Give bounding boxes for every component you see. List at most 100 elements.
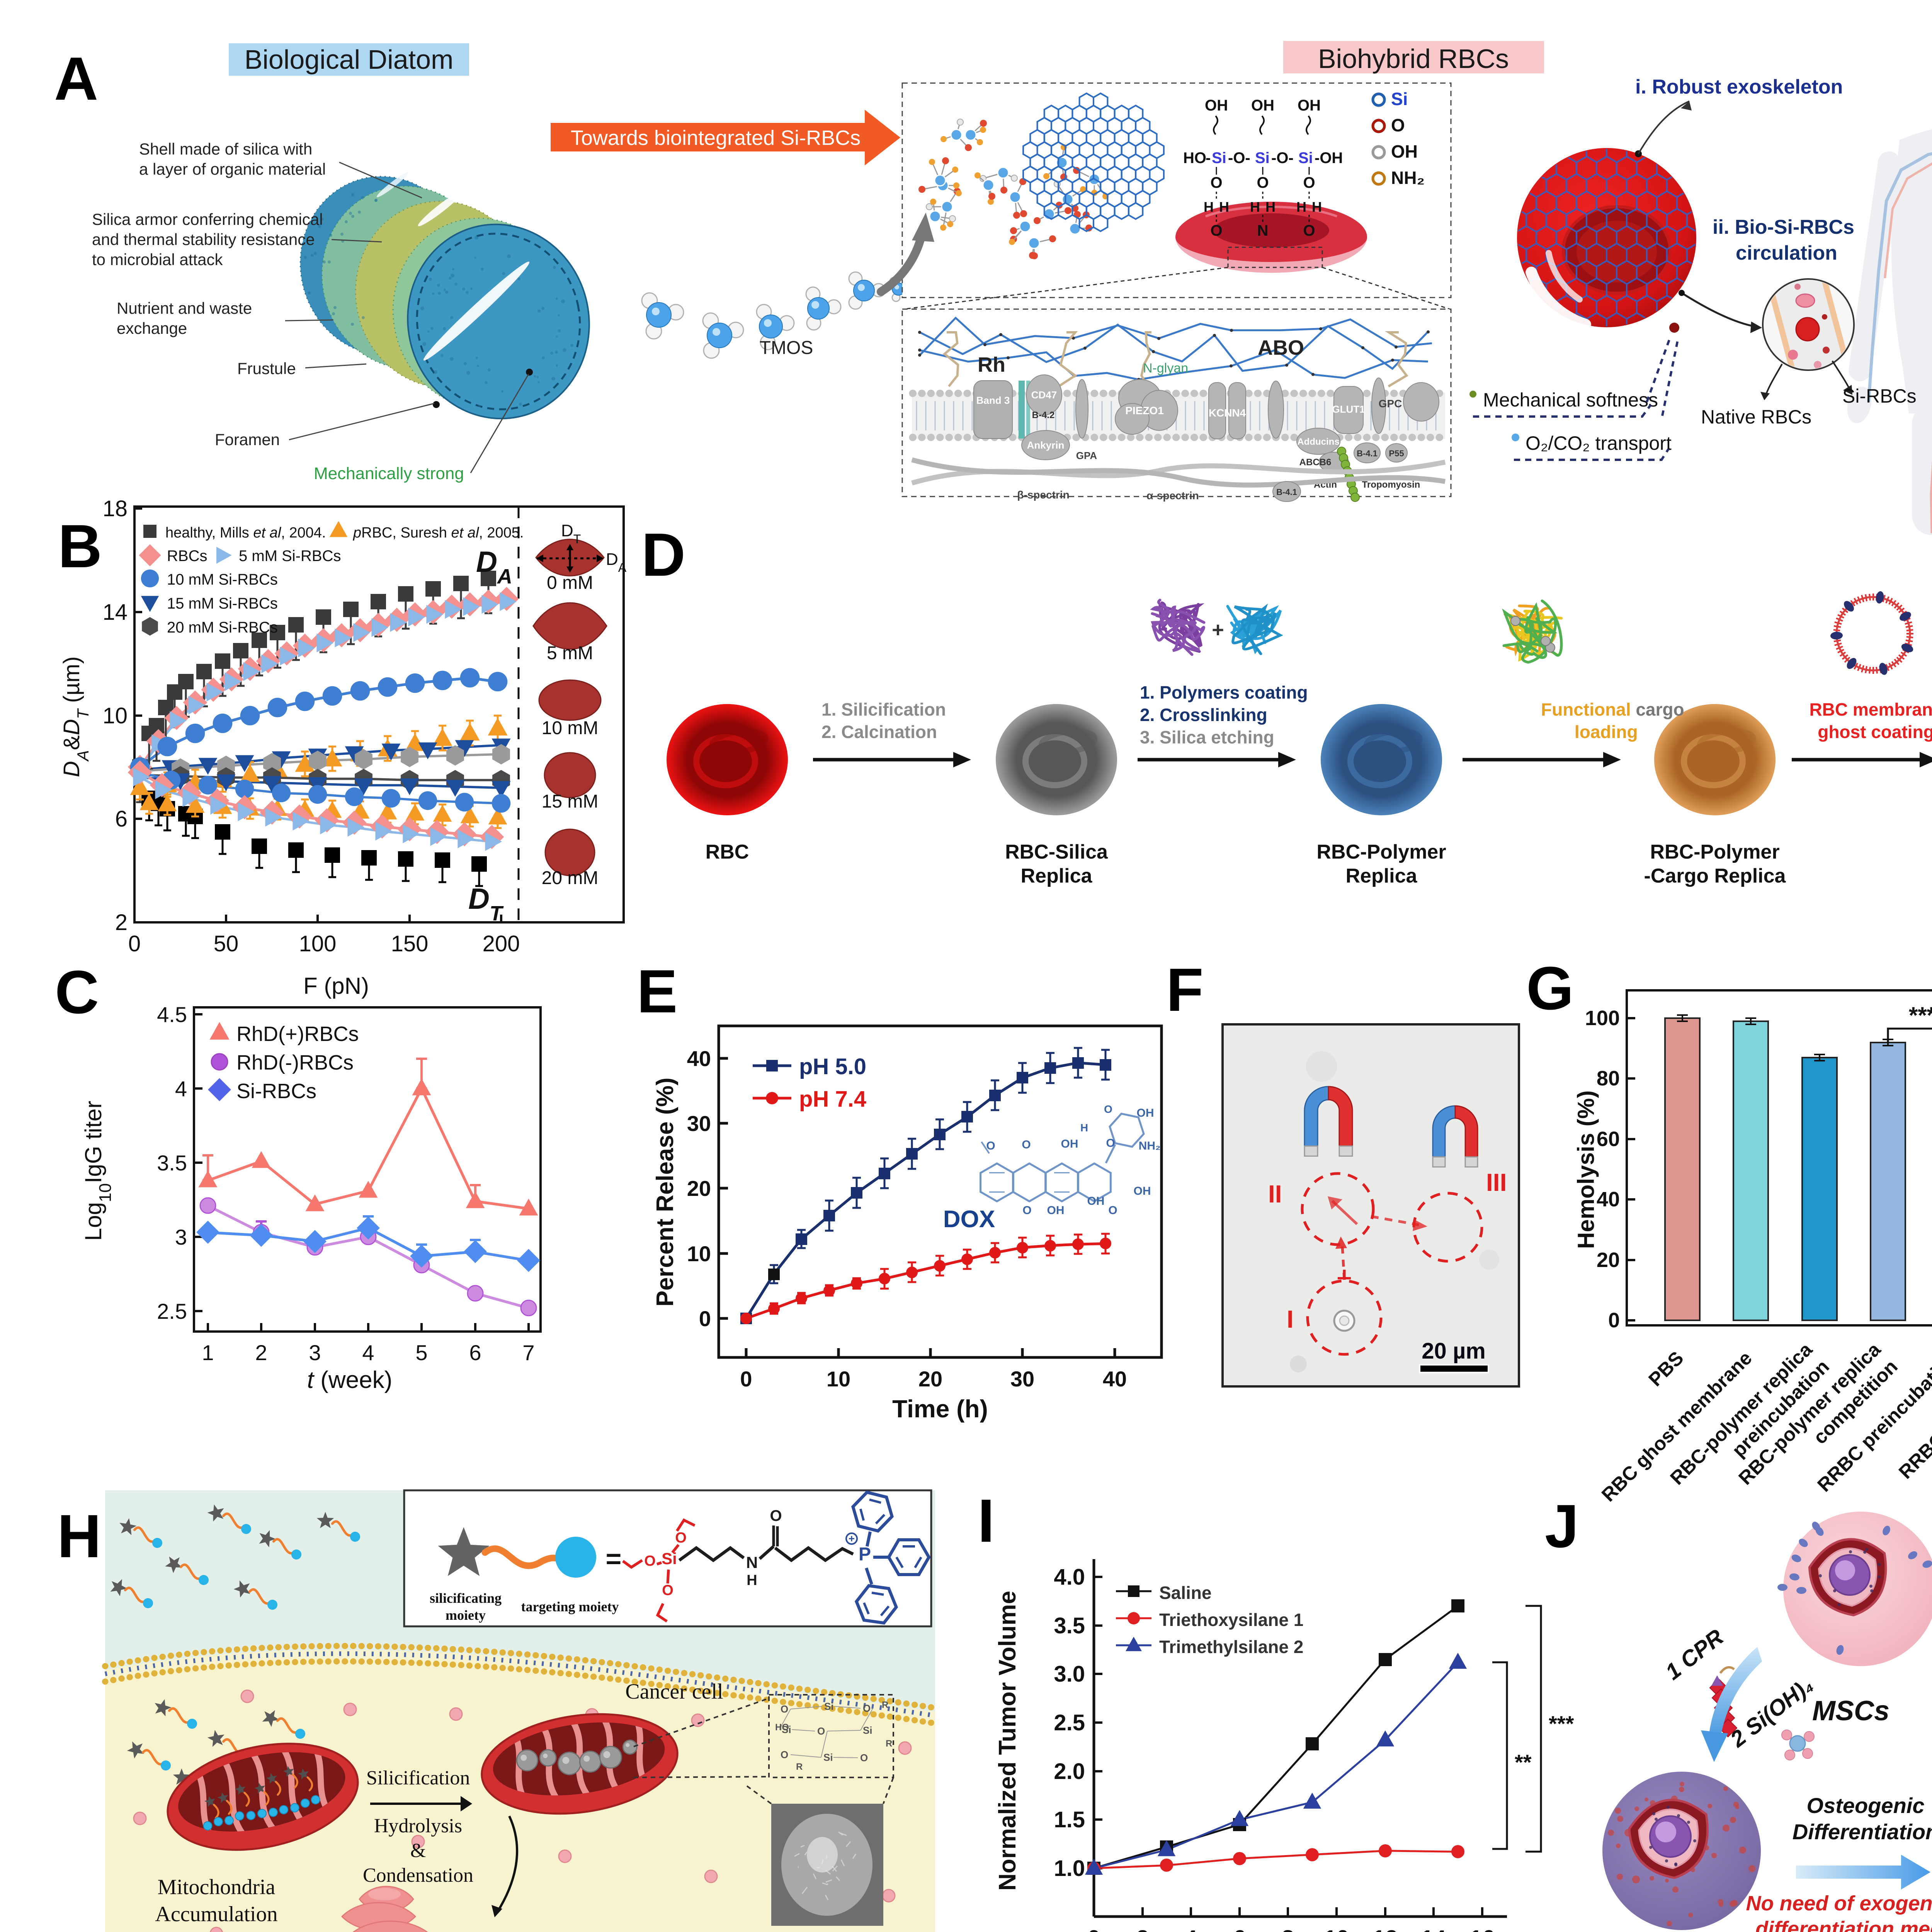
svg-text:RBC-Silica: RBC-Silica — [1005, 841, 1108, 863]
svg-text:O: O — [781, 1703, 788, 1715]
svg-text:ii. Bio-Si-RBCs: ii. Bio-Si-RBCs — [1713, 216, 1854, 238]
svg-text:OH: OH — [1298, 97, 1321, 114]
svg-text:t (week): t (week) — [307, 1367, 393, 1393]
svg-text:O: O — [1210, 174, 1222, 191]
svg-text:NH₂: NH₂ — [1139, 1139, 1161, 1152]
svg-text:Biological Diatom: Biological Diatom — [245, 44, 454, 75]
svg-text:P55: P55 — [1389, 449, 1404, 458]
svg-text:Mitochondria: Mitochondria — [158, 1875, 276, 1899]
svg-text:Foramen: Foramen — [215, 430, 280, 449]
svg-text:10: 10 — [687, 1242, 711, 1266]
svg-text:20 mM Si-RBCs: 20 mM Si-RBCs — [167, 619, 278, 636]
svg-text:0: 0 — [699, 1306, 711, 1331]
svg-text:RBCs: RBCs — [167, 548, 207, 565]
svg-text:and thermal stability resistan: and thermal stability resistance — [92, 230, 315, 248]
svg-text:circulation: circulation — [1736, 242, 1837, 264]
svg-text:P: P — [859, 1544, 871, 1565]
svg-text:H: H — [1204, 199, 1214, 215]
svg-text:PBS: PBS — [1644, 1347, 1687, 1390]
svg-text:F (pN): F (pN) — [303, 973, 369, 999]
svg-text:20: 20 — [1597, 1248, 1620, 1272]
svg-text:-: - — [1206, 150, 1211, 167]
svg-text:Percent Release (%): Percent Release (%) — [652, 1078, 679, 1307]
svg-text:50: 50 — [214, 931, 239, 956]
svg-text:100: 100 — [1585, 1007, 1620, 1030]
svg-text:4.5: 4.5 — [157, 1002, 187, 1027]
svg-text:14: 14 — [102, 600, 128, 625]
svg-text:Adducins: Adducins — [1297, 437, 1339, 447]
svg-text:4: 4 — [175, 1077, 187, 1101]
svg-text:-O-: -O- — [1228, 150, 1250, 167]
svg-text:O: O — [781, 1749, 788, 1760]
svg-text:Hemolysis (%): Hemolysis (%) — [1573, 1090, 1599, 1249]
svg-text:Functional cargo: Functional cargo — [1541, 699, 1684, 719]
svg-text:20 µm: 20 µm — [1422, 1338, 1486, 1364]
svg-text:H: H — [1080, 1122, 1088, 1134]
svg-text:O: O — [1303, 174, 1315, 191]
svg-text:MSCs: MSCs — [1812, 1696, 1889, 1726]
svg-text:B: B — [58, 512, 102, 580]
svg-text:E: E — [637, 957, 677, 1026]
svg-text:O: O — [1391, 115, 1405, 135]
svg-text:OH: OH — [1391, 141, 1418, 162]
svg-text:Triethoxysilane 1: Triethoxysilane 1 — [1159, 1610, 1303, 1630]
svg-text:No need of exogenous: No need of exogenous — [1746, 1892, 1932, 1915]
svg-text:G: G — [1526, 954, 1574, 1022]
svg-text:H: H — [1265, 199, 1276, 215]
svg-text:O: O — [1022, 1138, 1031, 1151]
svg-text:OH: OH — [1134, 1185, 1151, 1197]
svg-text:0: 0 — [1608, 1309, 1620, 1332]
svg-text:12: 12 — [1373, 1926, 1398, 1932]
svg-text:B-4.1: B-4.1 — [1357, 449, 1378, 458]
svg-text:GLUT1: GLUT1 — [1332, 403, 1365, 415]
svg-text:N: N — [1257, 222, 1269, 239]
svg-text:pH 5.0: pH 5.0 — [799, 1054, 866, 1079]
svg-text:Native RBCs: Native RBCs — [1701, 406, 1811, 428]
svg-text:1.0: 1.0 — [1054, 1856, 1085, 1881]
svg-text:H: H — [747, 1572, 757, 1588]
svg-text:Accumulation: Accumulation — [155, 1902, 277, 1926]
svg-text:Frustule: Frustule — [237, 359, 296, 378]
svg-text:+: + — [1212, 618, 1224, 641]
svg-text:RBC-polymer replica: RBC-polymer replica — [1734, 1338, 1885, 1489]
svg-text:4.0: 4.0 — [1054, 1565, 1085, 1590]
svg-text:NH₂: NH₂ — [1391, 168, 1425, 188]
svg-text:I: I — [1287, 1305, 1294, 1333]
svg-text:0: 0 — [740, 1367, 752, 1391]
svg-text:40: 40 — [1103, 1367, 1127, 1391]
svg-text:Normalized Tumor Volume: Normalized Tumor Volume — [994, 1591, 1021, 1891]
svg-text:0: 0 — [1088, 1926, 1100, 1932]
svg-text:HO: HO — [775, 1722, 789, 1733]
svg-text:20 mM: 20 mM — [542, 868, 599, 888]
svg-text:100: 100 — [299, 931, 337, 956]
svg-text:A: A — [54, 45, 98, 113]
svg-text:Silica armor conferring chemic: Silica armor conferring chemical — [92, 210, 323, 228]
svg-text:R: R — [796, 1762, 803, 1772]
svg-text:H: H — [1296, 199, 1306, 215]
svg-text:O: O — [770, 1507, 782, 1524]
svg-text:GPC: GPC — [1379, 398, 1402, 410]
svg-text:2.5: 2.5 — [157, 1299, 187, 1323]
svg-text:Si: Si — [1255, 150, 1270, 167]
svg-text:15 mM: 15 mM — [542, 791, 599, 812]
svg-text:Band 3: Band 3 — [976, 395, 1010, 406]
svg-text:3.0: 3.0 — [1054, 1662, 1085, 1687]
svg-text:0: 0 — [128, 931, 141, 956]
svg-text:RBC membrane: RBC membrane — [1809, 699, 1932, 719]
svg-text:Mechanically strong: Mechanically strong — [314, 464, 464, 483]
svg-text:8: 8 — [1282, 1926, 1294, 1932]
svg-text:Log10IgG titer: Log10IgG titer — [80, 1101, 115, 1241]
svg-text:3. Silica etching: 3. Silica etching — [1140, 727, 1274, 747]
svg-text:J: J — [1545, 1492, 1579, 1560]
svg-text:Si: Si — [863, 1725, 872, 1736]
svg-text:H: H — [1250, 199, 1260, 215]
svg-text:Time (h): Time (h) — [892, 1395, 988, 1423]
svg-text:Biohybrid RBCs: Biohybrid RBCs — [1318, 44, 1509, 74]
svg-text:OH: OH — [1205, 97, 1228, 114]
svg-text:TMOS: TMOS — [760, 338, 813, 358]
svg-text:RBC-Polymer: RBC-Polymer — [1650, 841, 1779, 863]
svg-text:Replica: Replica — [1346, 865, 1418, 887]
svg-text:1 CPR: 1 CPR — [1661, 1624, 1728, 1685]
svg-text:O: O — [1210, 222, 1222, 239]
svg-text:-OH: -OH — [1315, 150, 1343, 167]
